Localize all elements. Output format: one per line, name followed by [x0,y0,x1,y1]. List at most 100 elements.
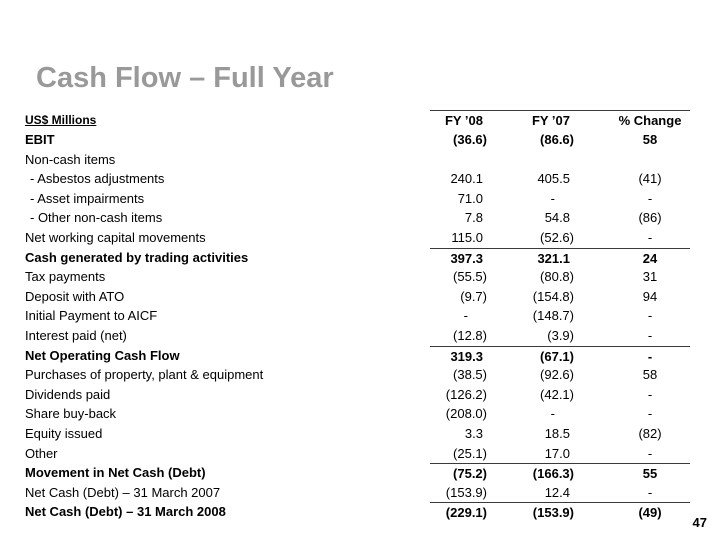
change-value: - [647,327,653,343]
header-values: FY ’08 FY ’07 % Change [430,110,690,130]
table-row: Net Operating Cash Flow 319.3 (67.1) - [25,345,690,366]
column-spacer [575,424,610,444]
column-spacer [575,150,610,170]
fy08-value: 319.3 [450,348,483,364]
row-values: (55.5) (80.8) 31 [430,267,690,287]
column-spacer [575,444,610,464]
row-values [430,150,690,170]
fy08-value: (36.6) [453,132,487,147]
row-values: (25.1) 17.0 - [430,444,690,464]
row-values: 7.8 54.8 (86) [430,208,690,228]
change-value: - [647,484,653,500]
column-spacer [575,267,610,287]
fy07-value: 18.5 [544,425,570,441]
fy07-value: 17.0 [544,445,570,461]
change-value: 94 [642,288,658,304]
column-spacer [575,111,610,130]
fy08-value: (38.5) [453,367,487,383]
column-spacer [575,385,610,405]
fy07-value: 321.1 [537,250,570,266]
table-row: Equity issued 3.3 18.5 (82) [25,424,690,444]
table-row: Net Cash (Debt) – 31 March 2008 (229.1) (1… [25,502,690,522]
change-value: 24 [642,250,658,266]
change-value: 58 [642,132,658,147]
change-value: - [647,308,653,324]
fy07-value: (42.1) [540,386,574,402]
column-spacer [575,130,610,150]
table-row: Other (25.1) 17.0 - [25,444,690,464]
change-value: (49) [638,505,662,521]
fy07-value: 405.5 [537,171,570,187]
change-value: - [647,229,653,245]
change-value: - [647,445,653,461]
column-header-change: % Change [618,113,682,128]
fy08-value: (25.1) [453,445,487,461]
fy08-value: (153.9) [445,484,487,500]
cash-flow-table: US$ Millions FY ’08 FY ’07 % Change EBIT… [25,110,690,522]
fy08-value: (9.7) [460,288,487,304]
table-row: Cash generated by trading activities 397.… [25,247,690,268]
row-label: Deposit with ATO [25,288,125,304]
row-values: - (148.7) - [430,306,690,326]
fy08-value: (126.2) [445,386,487,402]
fy08-value: (12.8) [453,327,487,343]
fy07-value: (86.6) [540,132,574,147]
row-label: Net Cash (Debt) – 31 March 2007 [25,484,221,500]
units-cell: US$ Millions [25,110,430,130]
column-spacer [575,208,610,228]
column-header-fy08: FY ’08 [444,113,483,128]
fy08-value: (55.5) [453,269,487,285]
fy07-value: - [550,190,555,206]
fy07-value: - [550,406,555,422]
change-value: - [647,190,653,206]
column-spacer [575,464,610,483]
fy07-value: (166.3) [532,466,574,482]
row-values: (38.5) (92.6) 58 [430,365,690,385]
table-body: EBIT (36.6) (86.6) 58 Non-cash items - Asbest… [25,130,690,522]
slide-title: Cash Flow – Full Year [36,62,334,94]
row-values: 71.0 - - [430,189,690,209]
column-spacer [575,306,610,326]
fy08-value: 115.0 [451,229,483,245]
change-value: (86) [638,210,662,226]
row-label: Other [25,445,58,461]
table-row: Interest paid (net) (12.8) (3.9) - [25,326,690,346]
fy08-value: 71.0 [457,190,483,206]
change-value: 55 [642,466,658,482]
table-row: EBIT (36.6) (86.6) 58 [25,130,690,150]
row-values: 240.1 405.5 (41) [430,169,690,189]
row-values: (229.1) (153.9) (49) [430,502,690,522]
fy07-value: (153.9) [532,505,574,521]
row-values: (153.9) 12.4 - [430,483,690,503]
fy08-value: 397.3 [450,250,483,266]
column-spacer [575,228,610,248]
table-row: Non-cash items [25,150,690,170]
row-label: Initial Payment to AICF [25,308,158,324]
table-header-row: US$ Millions FY ’08 FY ’07 % Change [25,110,690,130]
fy08-value: - [463,308,468,324]
row-values: 115.0 (52.6) - [430,228,690,248]
row-values: (126.2) (42.1) - [430,385,690,405]
row-label: Movement in Net Cash (Debt) [25,465,206,481]
change-value: - [647,348,653,364]
row-label: Share buy-back [25,406,117,422]
row-label: Non-cash items [25,151,116,167]
row-label: Purchases of property, plant & equipment [25,367,264,383]
column-spacer [575,326,610,346]
change-value: (82) [638,425,662,441]
row-label: Net working capital movements [25,229,206,245]
row-values: 3.3 18.5 (82) [430,424,690,444]
fy08-value [430,150,488,170]
row-label: EBIT [25,132,55,147]
change-value: (41) [638,171,662,187]
change-value: 31 [642,269,658,285]
row-label: Tax payments [25,269,106,285]
table-row: Movement in Net Cash (Debt) (75.2) (166.3)… [25,463,690,483]
column-header-fy07: FY ’07 [531,113,570,128]
row-label: Equity issued [25,425,103,441]
row-values: 397.3 321.1 24 [430,247,690,268]
change-value: 58 [642,367,658,383]
units-label: US$ Millions [25,113,97,127]
row-label: Dividends paid [25,386,111,402]
